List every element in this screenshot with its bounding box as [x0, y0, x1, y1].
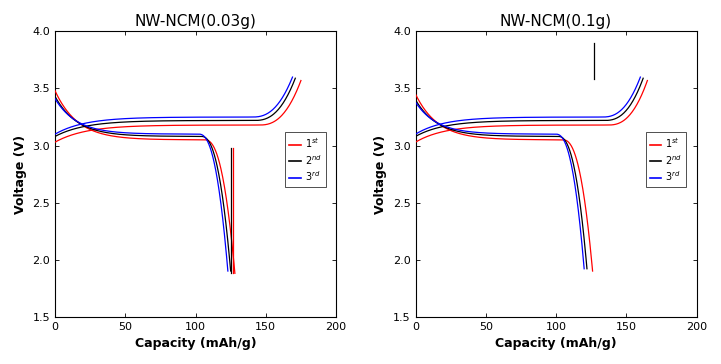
Title: NW-NCM(0.1g): NW-NCM(0.1g)	[500, 14, 612, 29]
Y-axis label: Voltage (V): Voltage (V)	[14, 135, 27, 214]
Y-axis label: Voltage (V): Voltage (V)	[374, 135, 387, 214]
X-axis label: Capacity (mAh/g): Capacity (mAh/g)	[495, 337, 617, 350]
Title: NW-NCM(0.03g): NW-NCM(0.03g)	[135, 14, 257, 29]
X-axis label: Capacity (mAh/g): Capacity (mAh/g)	[135, 337, 257, 350]
Legend: 1$^{st}$, 2$^{nd}$, 3$^{rd}$: 1$^{st}$, 2$^{nd}$, 3$^{rd}$	[286, 132, 326, 187]
Legend: 1$^{st}$, 2$^{nd}$, 3$^{rd}$: 1$^{st}$, 2$^{nd}$, 3$^{rd}$	[646, 132, 686, 187]
